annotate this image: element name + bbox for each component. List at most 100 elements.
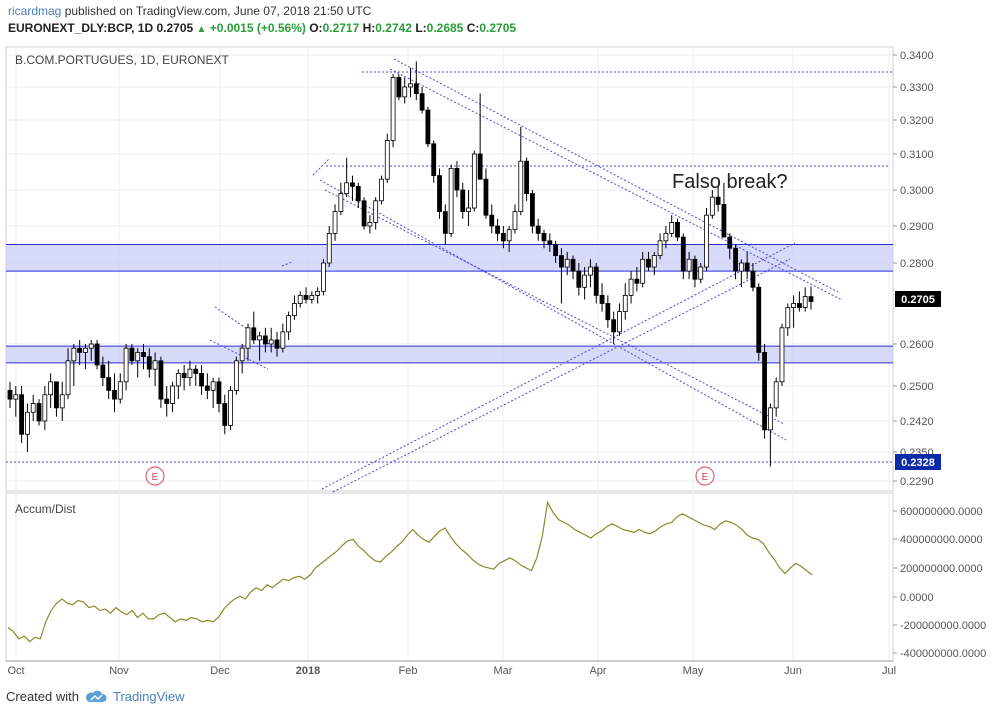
- candle-body: [181, 372, 187, 378]
- candle-body: [355, 185, 361, 202]
- candle-body: [164, 398, 170, 404]
- candles-group: [7, 61, 814, 467]
- candle-body: [466, 207, 471, 212]
- candle-body: [727, 236, 733, 249]
- candle-body: [454, 167, 460, 191]
- candle-body: [419, 93, 425, 111]
- candle-body: [408, 83, 413, 88]
- candle-body: [576, 270, 582, 288]
- close-label: C:: [466, 21, 480, 35]
- candle-body: [791, 303, 796, 308]
- trend-line: [321, 242, 796, 490]
- open-label: O:: [309, 21, 323, 35]
- resistance-zone: [6, 244, 893, 272]
- candle-body: [129, 347, 135, 362]
- candle-body: [280, 331, 286, 349]
- x-tick-label: Oct: [7, 665, 24, 677]
- trend-line: [312, 157, 331, 176]
- candle-body: [698, 266, 704, 280]
- candle-body: [286, 315, 292, 333]
- candle-body: [175, 372, 181, 387]
- trend-line: [332, 258, 791, 493]
- candle-body: [303, 294, 309, 300]
- publish-info: ricardmag published on TradingView.com, …: [8, 4, 371, 18]
- indicator-tick-label: 600000000.0000: [900, 506, 983, 518]
- candle-body: [634, 278, 640, 284]
- candle-body: [715, 196, 721, 205]
- created-with-label: Created with: [6, 689, 79, 704]
- candle-body: [350, 182, 355, 187]
- price-change: +0.0015 (+0.56%): [209, 21, 306, 35]
- candle-body: [228, 389, 233, 426]
- candle-body: [709, 196, 715, 216]
- candle-body: [158, 360, 164, 400]
- candle-body: [680, 236, 686, 272]
- tradingview-cloud-icon: [86, 690, 107, 702]
- candle-body: [373, 200, 379, 223]
- candle-body: [431, 143, 437, 177]
- candle-body: [204, 385, 210, 391]
- candle-body: [112, 389, 117, 400]
- candle-body: [559, 255, 564, 268]
- y-tick-label: 0.2600: [900, 339, 934, 351]
- candle-body: [593, 266, 599, 296]
- earnings-event-icon: [695, 466, 715, 486]
- publish-text: published on TradingView.com, June 07, 2…: [61, 4, 372, 18]
- candle-body: [477, 153, 483, 180]
- candle-body: [617, 311, 622, 333]
- candle-body: [117, 381, 123, 400]
- author-link[interactable]: ricardmag: [8, 4, 62, 18]
- candle-body: [292, 303, 297, 317]
- x-tick-label: Nov: [109, 665, 129, 677]
- candle-body: [396, 77, 402, 98]
- candle-body: [651, 255, 657, 268]
- trend-line: [324, 189, 785, 425]
- candle-body: [25, 411, 30, 435]
- candle-body: [199, 372, 204, 387]
- trend-line: [281, 261, 293, 267]
- last-price-tag-label: 0.2705: [901, 294, 935, 306]
- candle-body: [332, 211, 338, 234]
- candle-body: [721, 203, 727, 238]
- x-tick-label: Jul: [882, 665, 896, 677]
- candle-body: [65, 360, 71, 396]
- indicator-tick-label: 200000000.0000: [900, 563, 983, 575]
- candle-body: [100, 364, 106, 379]
- trend-line: [393, 58, 839, 293]
- candle-body: [483, 178, 489, 216]
- candle-body: [94, 343, 100, 366]
- chart-canvas[interactable]: B.COM.PORTUGUES, 1D, EURONEXT Falso break…: [0, 40, 998, 685]
- candle-body: [692, 258, 698, 280]
- indicator-tick-label: -400000000.0000: [900, 648, 986, 660]
- x-tick-label: Dec: [210, 665, 230, 677]
- candle-body: [83, 347, 88, 353]
- candle-body: [599, 294, 605, 304]
- candle-body: [42, 394, 48, 422]
- candle-body: [489, 214, 495, 227]
- candle-body: [88, 343, 94, 349]
- candle-body: [257, 335, 262, 341]
- candle-body: [756, 286, 762, 353]
- candle-body: [30, 403, 36, 413]
- candle-body: [193, 368, 199, 374]
- support-price-tag: [895, 454, 941, 470]
- candle-body: [785, 307, 791, 329]
- candle-body: [767, 407, 773, 431]
- candle-body: [669, 221, 675, 234]
- candle-body: [570, 258, 576, 272]
- candle-body: [646, 258, 651, 268]
- candle-body: [773, 381, 779, 409]
- candle-body: [518, 160, 524, 212]
- candle-body: [233, 360, 239, 391]
- candle-body: [245, 327, 251, 349]
- earnings-event-label: E: [702, 472, 709, 483]
- candle-body: [309, 294, 315, 300]
- y-tick-label: 0.3300: [900, 82, 934, 94]
- candle-body: [274, 339, 280, 349]
- low-value: 0.2685: [426, 21, 464, 35]
- candle-body: [471, 153, 477, 209]
- chart-title: B.COM.PORTUGUES, 1D, EURONEXT: [15, 53, 229, 67]
- candle-body: [268, 339, 274, 345]
- candle-body: [141, 351, 146, 357]
- tradingview-link[interactable]: TradingView: [112, 689, 185, 704]
